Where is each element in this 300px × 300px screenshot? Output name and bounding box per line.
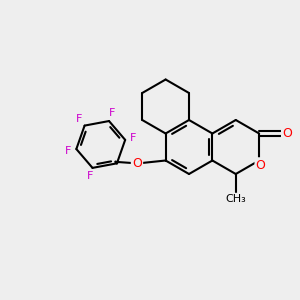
Text: F: F [130, 133, 136, 143]
Text: F: F [65, 146, 71, 156]
Text: O: O [282, 127, 292, 140]
Text: O: O [132, 157, 142, 170]
Text: F: F [109, 108, 115, 118]
Text: O: O [256, 158, 266, 172]
Text: F: F [86, 171, 93, 181]
Text: CH₃: CH₃ [225, 194, 246, 204]
Text: F: F [76, 114, 82, 124]
